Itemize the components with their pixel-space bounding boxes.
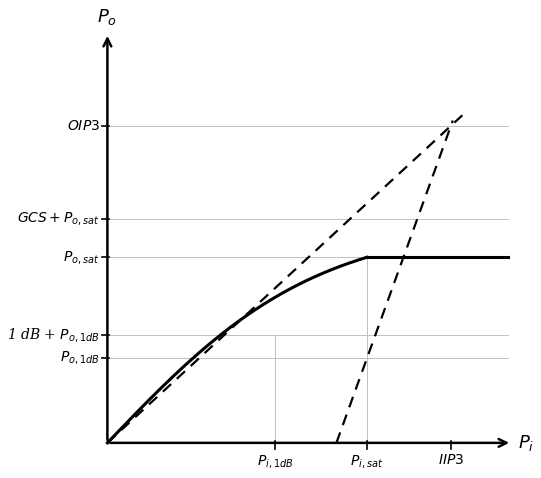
Text: $P_o$: $P_o$ <box>97 7 117 27</box>
Text: $P_{o,1dB}$: $P_{o,1dB}$ <box>60 349 100 366</box>
Text: $P_i$: $P_i$ <box>518 433 534 453</box>
Text: $OIP3$: $OIP3$ <box>67 119 100 133</box>
Text: $IIP3$: $IIP3$ <box>438 453 464 467</box>
Text: $P_{o,sat}$: $P_{o,sat}$ <box>63 249 100 266</box>
Text: 1 dB + $P_{o,1dB}$: 1 dB + $P_{o,1dB}$ <box>7 326 100 344</box>
Text: $GCS + P_{o,sat}$: $GCS + P_{o,sat}$ <box>17 210 100 227</box>
Text: $P_{i,1dB}$: $P_{i,1dB}$ <box>257 453 294 469</box>
Text: $P_{i,sat}$: $P_{i,sat}$ <box>351 453 384 469</box>
